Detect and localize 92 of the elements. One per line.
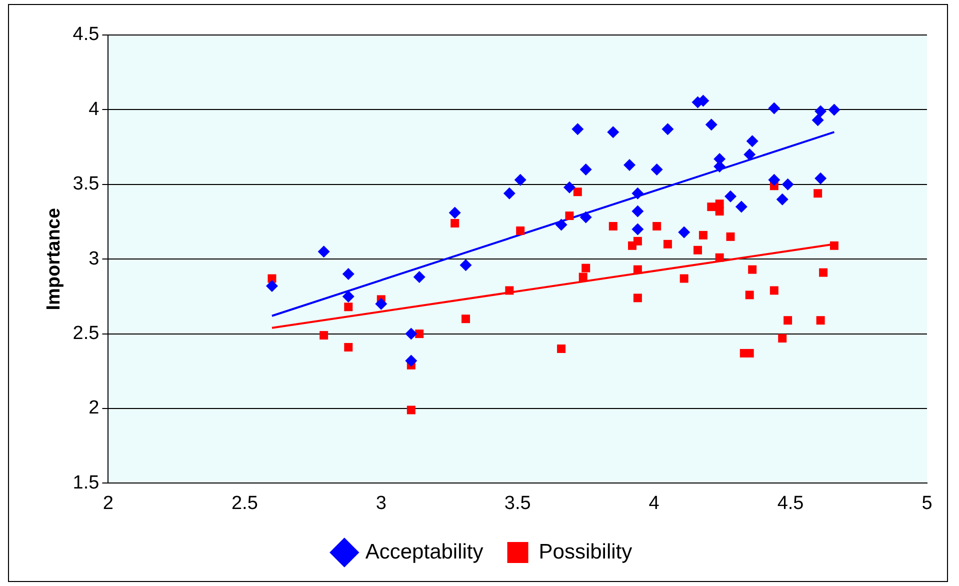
x-tick-label: 4 [648, 492, 660, 514]
point [705, 118, 718, 131]
point [342, 290, 354, 302]
point [406, 406, 416, 414]
point [768, 102, 780, 114]
y-tick-label: 2 [88, 398, 100, 419]
point [748, 265, 757, 274]
point [784, 316, 792, 325]
point [565, 212, 574, 220]
point [770, 286, 778, 295]
point [814, 172, 827, 184]
point [650, 163, 663, 176]
point [608, 222, 618, 230]
point [707, 202, 716, 212]
point [828, 104, 840, 116]
legend-label: Possibility [538, 540, 633, 564]
y-tick-label: 2.5 [72, 323, 100, 344]
point [342, 268, 354, 280]
point [555, 218, 568, 231]
point [405, 328, 418, 340]
point [563, 181, 576, 194]
point [580, 163, 592, 176]
point [693, 246, 702, 254]
point [624, 158, 636, 171]
point [607, 126, 620, 138]
point [266, 280, 278, 292]
point [578, 272, 588, 282]
point [680, 274, 688, 283]
point [744, 148, 756, 161]
point [450, 219, 460, 228]
y-tick-label: 3.5 [72, 174, 100, 195]
point [814, 189, 822, 198]
point [405, 354, 418, 367]
point [344, 343, 353, 352]
point [632, 187, 644, 200]
x-tick-label: 3.5 [504, 492, 531, 514]
point [830, 241, 838, 250]
x-tick-label: 5 [922, 492, 932, 514]
point [318, 246, 330, 258]
point [632, 205, 644, 218]
x-tick-label: 2 [102, 492, 114, 514]
point [505, 286, 514, 295]
legend-label: Acceptability [365, 540, 484, 564]
point [678, 226, 690, 238]
point [745, 348, 754, 358]
point [633, 294, 642, 302]
point [632, 223, 644, 236]
point [516, 226, 525, 235]
point [724, 190, 736, 202]
x-tick-label: 4.5 [777, 492, 804, 514]
point [415, 330, 424, 338]
point [768, 174, 780, 186]
point [320, 331, 328, 340]
y-axis-title: Importance [44, 208, 65, 310]
y-tick-label: 1.5 [72, 472, 100, 494]
y-tick-label: 3 [88, 248, 100, 270]
point [375, 298, 388, 310]
point [812, 114, 824, 126]
point [778, 334, 787, 343]
point [582, 264, 590, 272]
point [662, 123, 674, 136]
point [503, 187, 516, 200]
point [572, 123, 584, 136]
point [735, 200, 748, 213]
point [633, 236, 642, 246]
y-tick-label: 4.5 [72, 24, 100, 46]
point [819, 268, 828, 277]
point [814, 105, 827, 118]
point [448, 206, 461, 219]
x-tick-label: 3 [376, 492, 386, 514]
point [460, 259, 472, 272]
point [633, 265, 642, 274]
point [782, 178, 794, 190]
point [514, 174, 526, 186]
point [663, 240, 672, 248]
y-tick-label: 4 [88, 98, 100, 120]
point [776, 193, 788, 206]
point [413, 271, 426, 284]
point [715, 253, 724, 262]
point [652, 222, 662, 230]
point [715, 200, 724, 208]
point [698, 230, 708, 240]
x-tick-label: 2.5 [231, 492, 258, 514]
point [580, 211, 592, 224]
point [344, 302, 353, 312]
point [816, 316, 825, 325]
point [746, 135, 758, 148]
point [462, 314, 470, 324]
point [726, 232, 735, 241]
point [557, 344, 566, 353]
point [573, 188, 582, 196]
point [745, 290, 754, 300]
